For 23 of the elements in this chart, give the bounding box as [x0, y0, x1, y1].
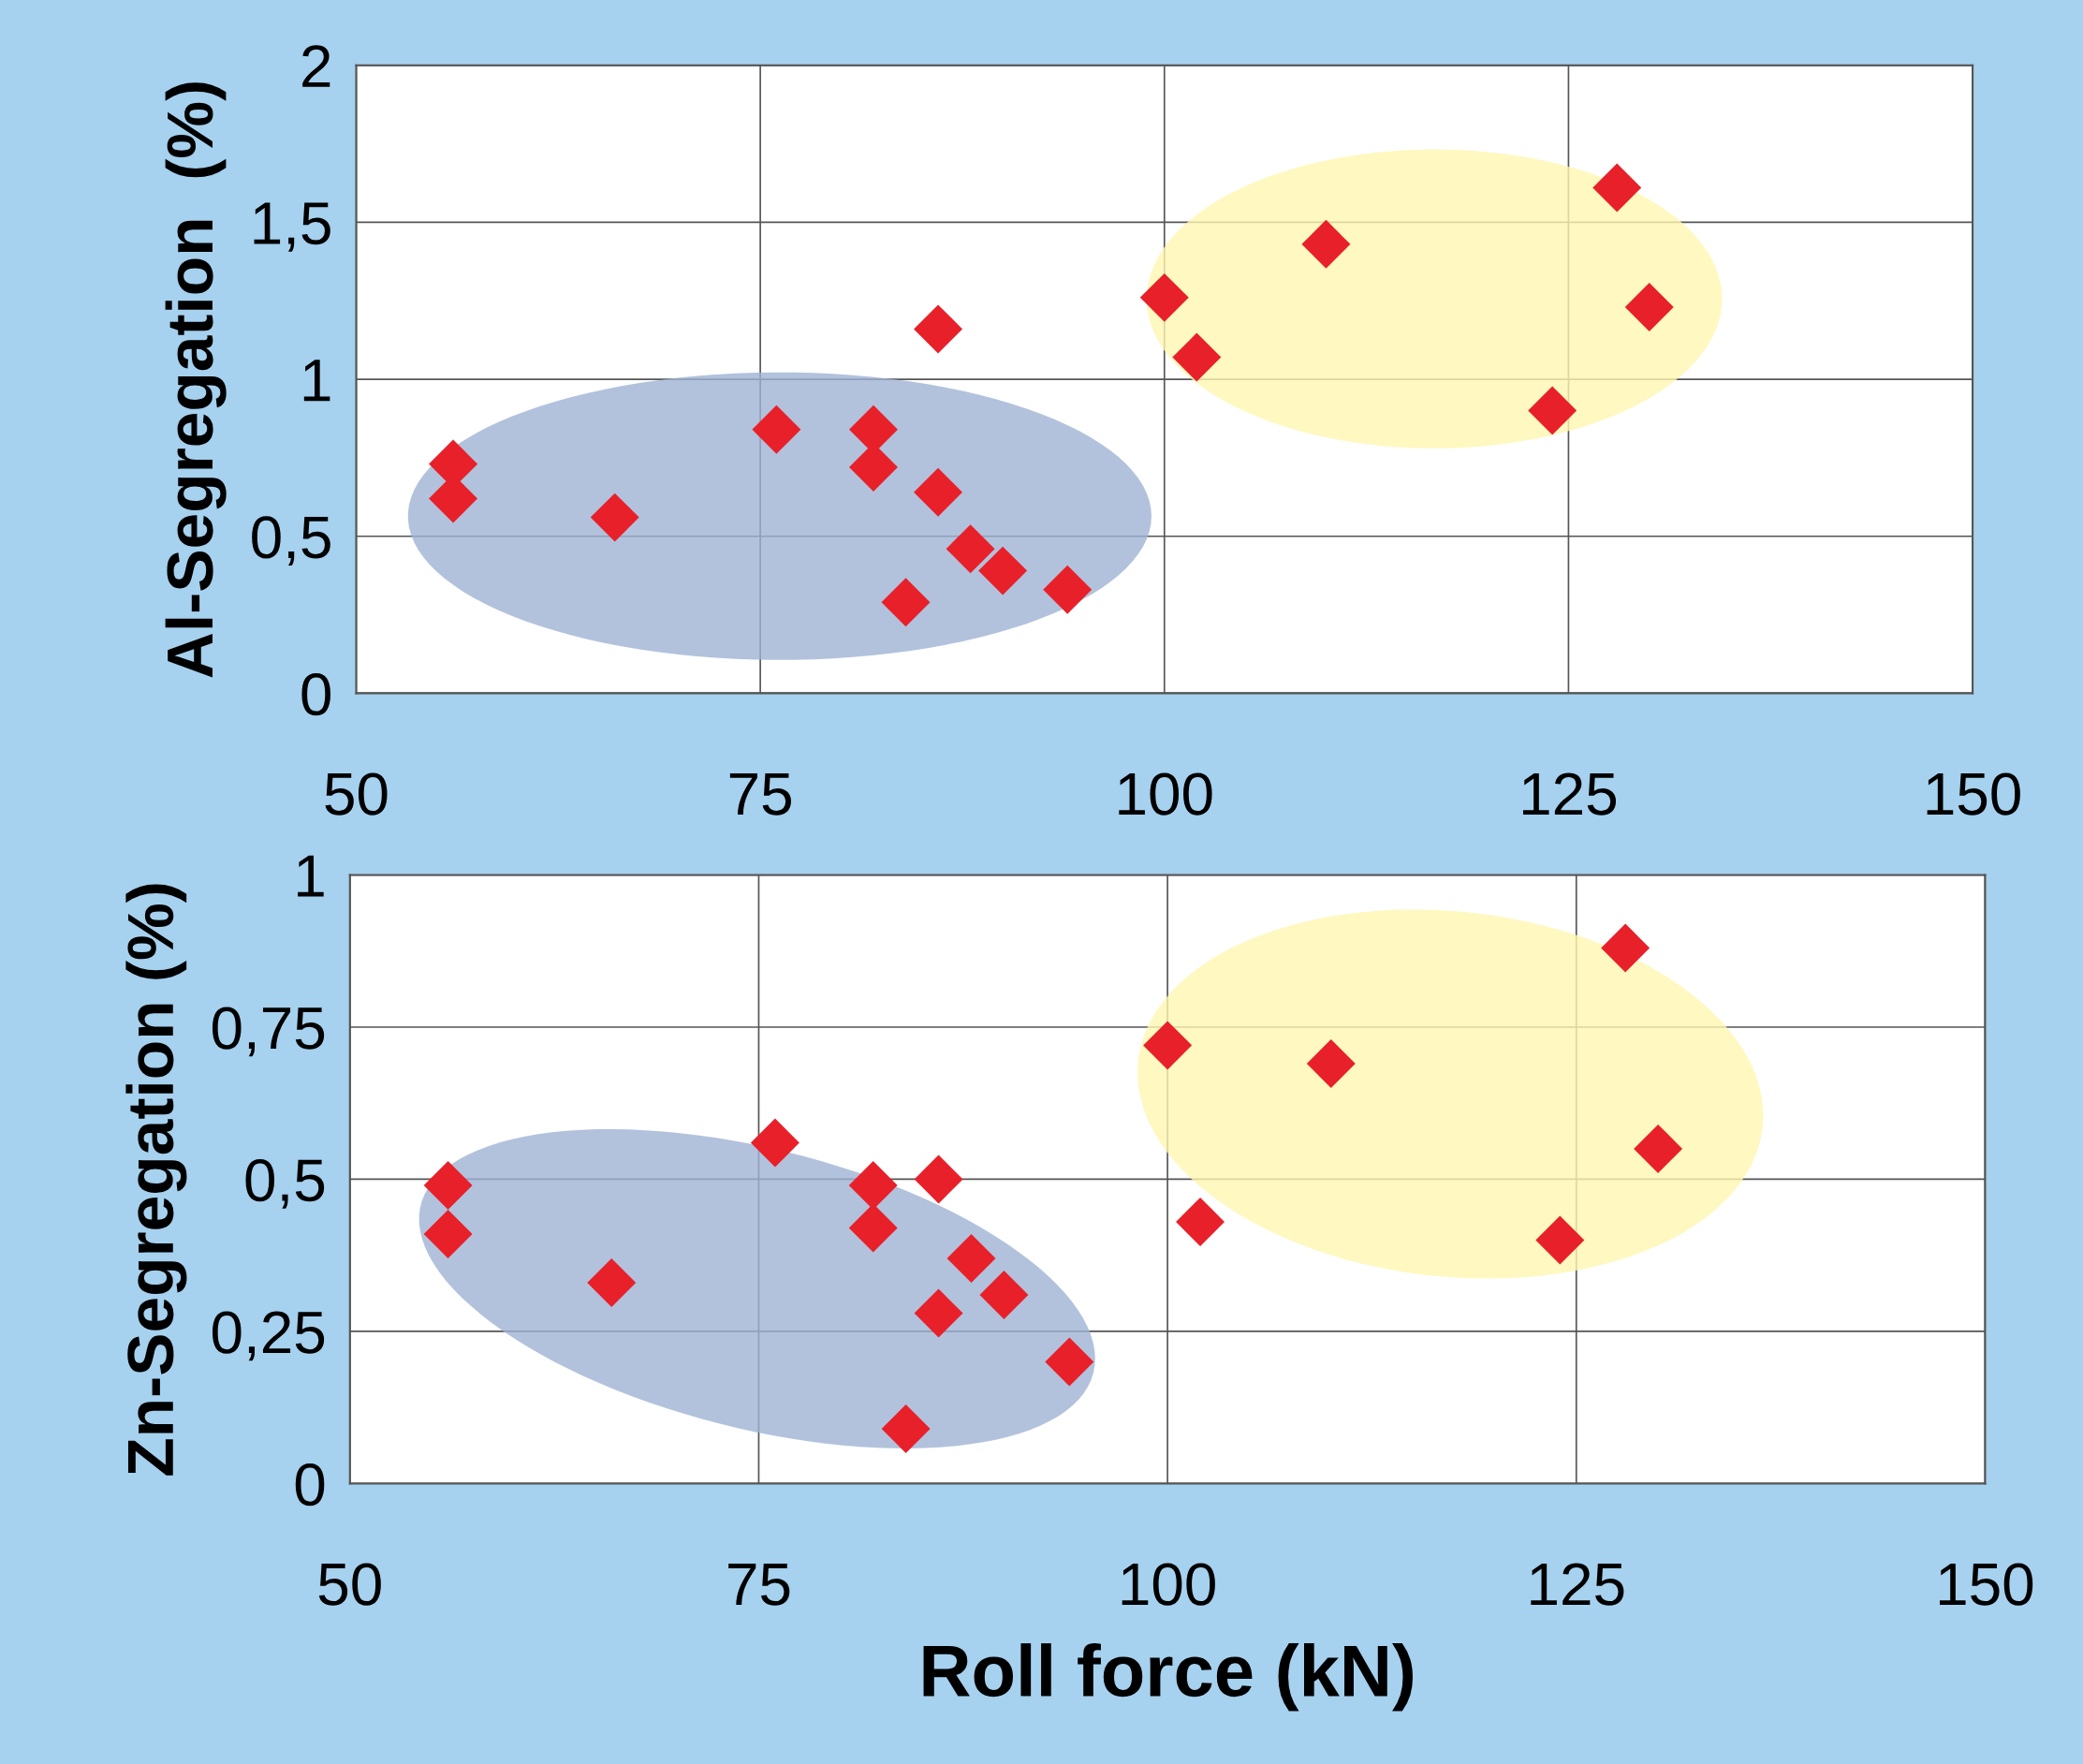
y-tick-label: 1,5 [254, 202, 330, 252]
x-tick-label: 150 [1927, 772, 2020, 816]
y-axis-title: Zn-Segregation (%) [125, 884, 187, 1476]
x-tick-label: 125 [1531, 1563, 1624, 1606]
x-tick-label: 50 [325, 772, 388, 816]
x-tick-label: 100 [1119, 772, 1212, 816]
y-tick-label: 0,5 [252, 516, 330, 566]
y-axis-title: Al-Segregation (%) [165, 82, 227, 678]
x-tick-label: 100 [1122, 1563, 1215, 1606]
y-tick-label: 0 [301, 672, 330, 716]
x-tick-label: 125 [1523, 772, 1617, 816]
x-tick-label: 50 [318, 1563, 381, 1606]
y-tick-label: 2 [302, 45, 330, 87]
y-tick-label: 1 [298, 855, 324, 897]
x-tick-label: 75 [728, 1564, 790, 1606]
y-tick-label: 0 [295, 1463, 325, 1507]
x-tick-label: 75 [729, 773, 791, 816]
y-tick-label: 1 [303, 360, 330, 402]
y-tick-label: 0,75 [212, 1007, 325, 1057]
y-tick-label: 0,5 [245, 1158, 325, 1209]
x-tick-label: 150 [1940, 1563, 2033, 1606]
x-axis-title: Roll force (kN) [923, 1643, 1414, 1712]
y-tick-label: 0,25 [212, 1311, 325, 1361]
